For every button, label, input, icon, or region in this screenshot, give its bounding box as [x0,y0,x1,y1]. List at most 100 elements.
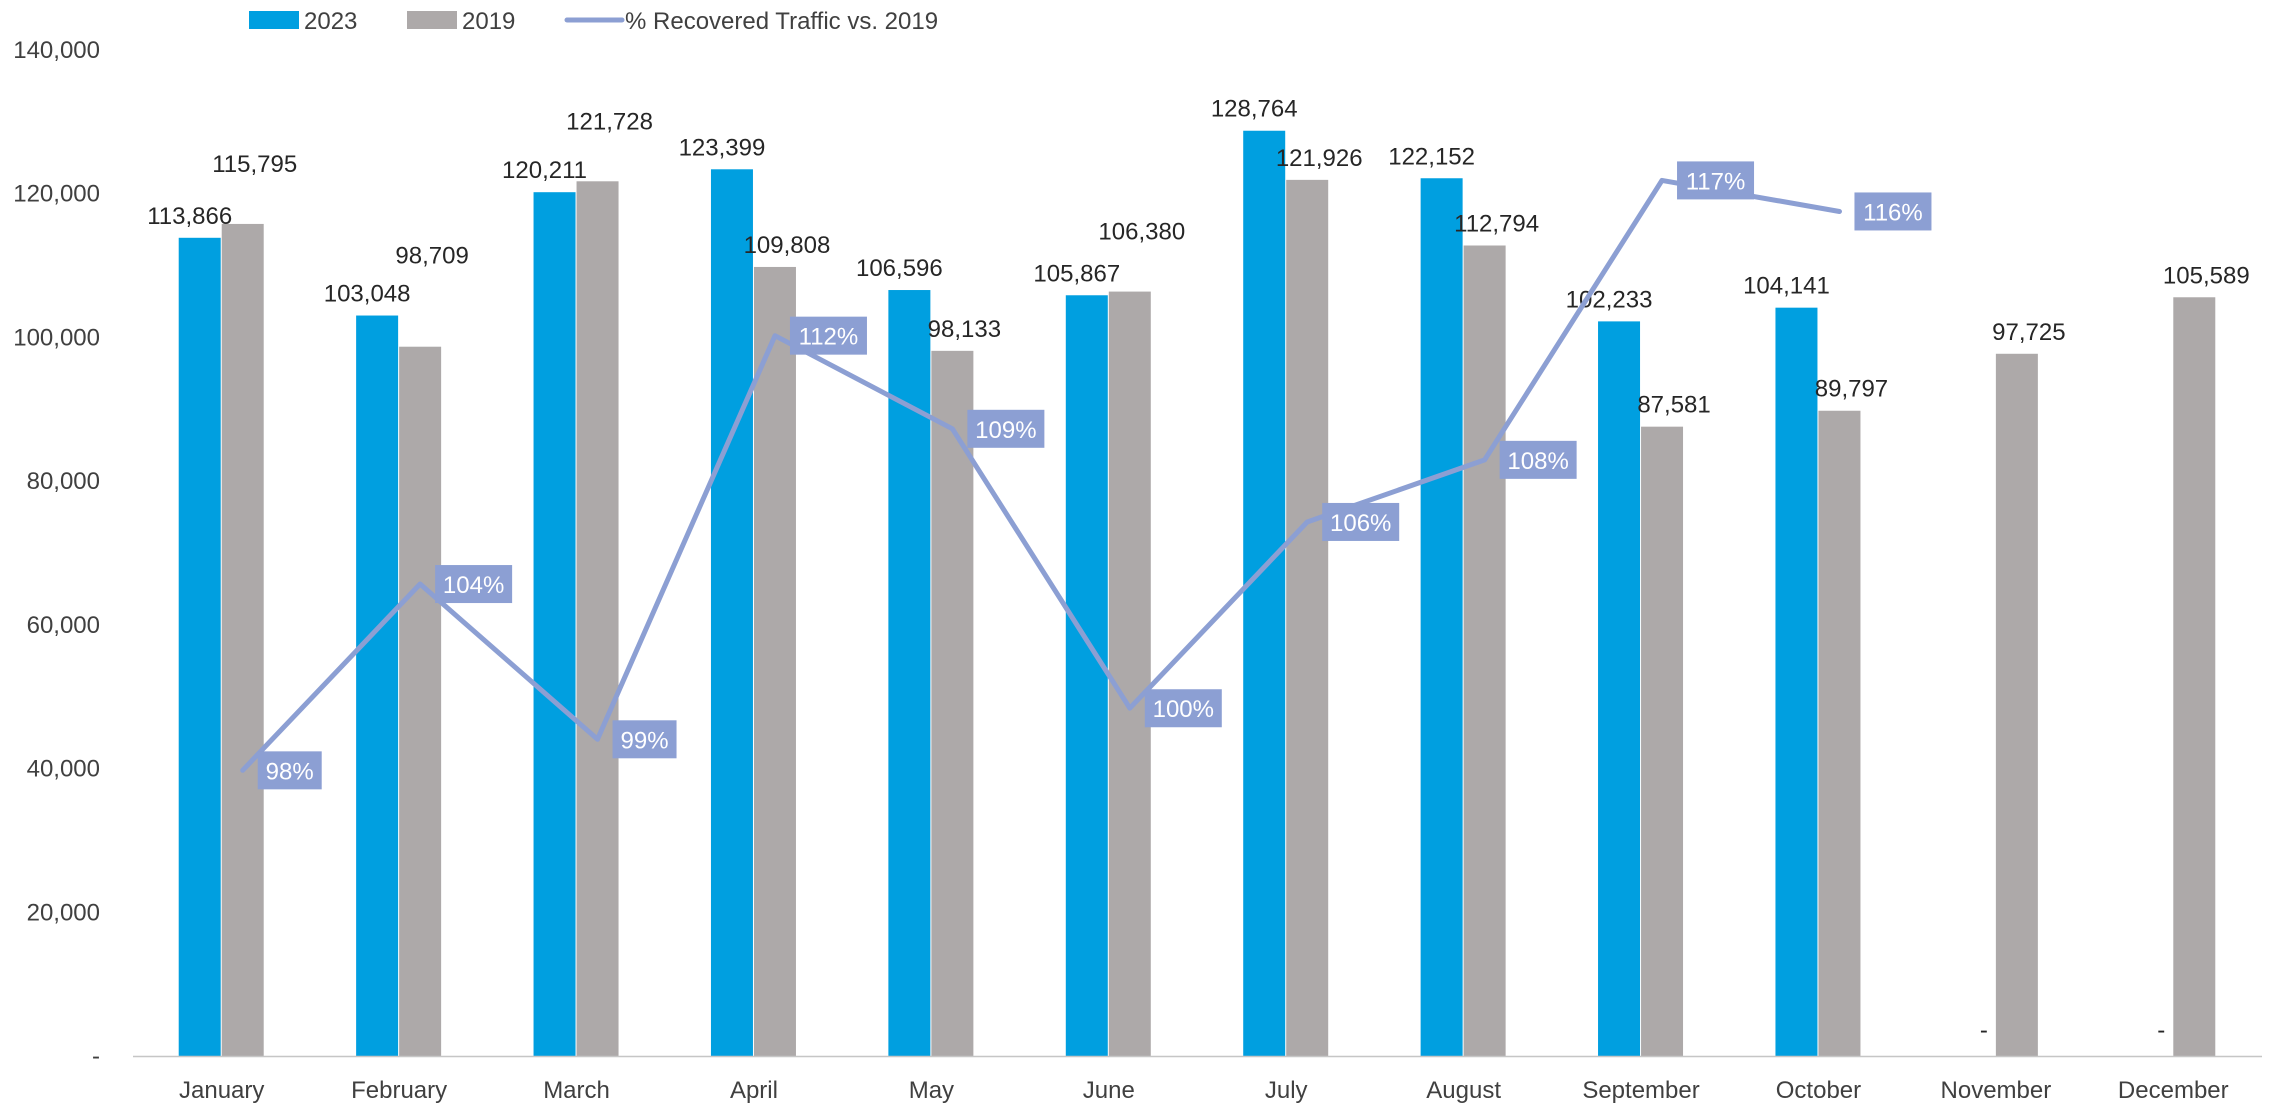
pct-label-box [789,316,867,355]
bar-2019-May [931,350,974,1056]
y-tick-label: - [92,1043,100,1070]
legend-label-2: % Recovered Traffic vs. 2019 [625,8,938,35]
pct-point [418,582,422,586]
y-tick-label: 40,000 [27,756,100,783]
pct-label-box [1854,192,1932,231]
bar-label: 98,133 [928,316,1001,343]
bar-label: 128,764 [1211,96,1298,123]
bar-label: 115,795 [212,151,297,178]
y-tick-label: 20,000 [27,899,100,926]
bar-2019-March [576,181,619,1057]
bar-label: 105,589 [2163,262,2250,289]
pct-labels: 98% 104% 99% 112% 109% 100% 106% 108% 117% 116% [257,161,1932,790]
bar-label: 121,926 [1276,145,1363,172]
bar-2023-June [1065,295,1108,1056]
pct-point [1837,209,1841,213]
pct-point [773,334,777,338]
bar-label: 89,797 [1815,376,1888,403]
pct-label-box [1144,689,1222,728]
bar-2023-March [533,192,576,1056]
pct-label: 112% [799,324,859,351]
legend-swatch-1 [407,11,457,29]
bar-2019-August [1463,245,1506,1057]
pct-label-box [257,751,322,790]
x-tick-label: February [351,1077,447,1104]
bar-label: - [2157,1017,2165,1044]
y-tick-label: 140,000 [13,37,100,64]
pct-point [950,427,954,431]
x-tick-label: October [1776,1077,1861,1104]
x-tick-label: January [179,1077,264,1104]
bar-2023-April [710,169,753,1056]
pct-line-path [240,177,1842,773]
bar-label: 105,867 [1033,260,1120,287]
pct-label: 108% [1507,448,1568,475]
x-tick-label: December [2118,1077,2229,1104]
pct-point [1660,178,1664,182]
pct-label: 104% [443,572,504,599]
pct-label: 117% [1686,168,1746,195]
bar-label: 87,581 [1637,392,1710,419]
bar-label: 103,048 [324,281,411,308]
bar-labels: 113,866 115,795 103,048 98,709 120,211 121,72… [147,96,2249,1044]
y-tick-label: 120,000 [13,181,100,208]
pct-label-box [1677,161,1755,200]
bar-2023-July [1243,130,1286,1056]
x-tick-label: May [909,1077,954,1104]
x-tick-label: September [1582,1077,1699,1104]
bar-label: 97,725 [1992,319,2065,346]
pct-point [596,737,600,741]
bar-label: 113,866 [147,203,232,230]
legend-label-1: 2019 [462,8,515,35]
pct-label-box [612,720,677,759]
legend: 2023 2019 % Recovered Traffic vs. 2019 [249,8,938,35]
bar-2023-May [888,290,931,1056]
bar-label: 106,596 [856,255,943,282]
bar-label: 121,728 [566,108,653,135]
bar-2019-June [1108,291,1151,1056]
x-tick-label: July [1265,1077,1308,1104]
pct-label: 116% [1863,199,1923,226]
x-tick-label: August [1426,1077,1501,1104]
bar-2019-July [1286,179,1329,1056]
pct-label-box [1322,502,1400,541]
bar-2019-October [1818,410,1861,1057]
bars [178,130,2216,1057]
x-tick-label: November [1941,1077,2052,1104]
bar-label: 123,399 [679,134,766,161]
y-axis: - 20,000 40,000 60,000 80,000 100,000 120,000 1… [13,37,100,1070]
bar-label: - [1980,1017,1988,1044]
pct-point [1305,520,1309,524]
pct-label: 100% [1153,696,1214,723]
y-tick-label: 100,000 [13,324,100,351]
pct-point [1128,706,1132,710]
bar-label: 120,211 [502,157,587,184]
pct-label: 106% [1330,510,1391,537]
bar-2019-April [753,266,796,1057]
x-tick-label: June [1083,1077,1135,1104]
bar-label: 109,808 [744,232,831,259]
pct-label-box [1499,440,1577,479]
pct-label-box [435,565,513,604]
x-axis: January February March April May June July Augu… [133,1055,2262,1104]
pct-label: 99% [621,727,669,754]
pct-label-box [967,409,1045,448]
y-tick-label: 60,000 [27,612,100,639]
pct-point [1483,458,1487,462]
bar-label: 98,709 [395,243,468,270]
bar-2019-December [2173,297,2216,1057]
pct-line [240,177,1842,773]
bar-2019-September [1641,426,1684,1056]
legend-swatch-0 [249,11,299,29]
pct-label: 109% [975,417,1036,444]
bar-2023-September [1598,321,1641,1056]
bar-2019-November [1995,353,2038,1056]
bar-label: 104,141 [1743,273,1830,300]
y-tick-label: 80,000 [27,468,100,495]
bar-label: 112,794 [1454,210,1539,237]
bar-2023-February [356,315,399,1057]
bar-2023-January [178,237,221,1057]
bar-2019-January [221,223,264,1056]
bar-label: 106,380 [1098,219,1185,246]
